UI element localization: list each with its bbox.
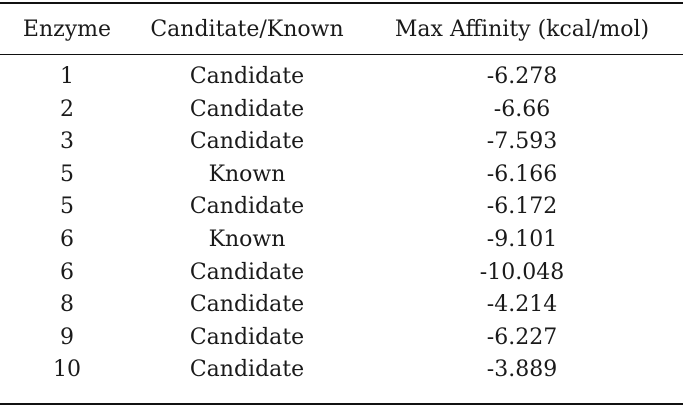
bottom-rule bbox=[0, 403, 683, 405]
enzyme-cell: 5 bbox=[60, 161, 74, 187]
affinity-cell: -6.172 bbox=[486, 194, 558, 220]
enzyme-cell: 6 bbox=[60, 227, 74, 252]
enzyme-cell: 8 bbox=[60, 292, 74, 318]
status-cell: Candidate bbox=[189, 129, 305, 155]
enzyme-cell: 5 bbox=[60, 194, 74, 220]
status-cell: Known bbox=[208, 227, 286, 252]
status-cell: Candidate bbox=[189, 259, 305, 285]
status-cell: Candidate bbox=[189, 292, 305, 318]
header-max-affinity: Max Affinity (kcal/mol) bbox=[394, 17, 650, 42]
status-cell: Known bbox=[208, 161, 286, 187]
affinity-cell: -6.66 bbox=[493, 96, 551, 122]
enzyme-cell: 2 bbox=[60, 96, 74, 122]
enzyme-cell: 6 bbox=[60, 259, 74, 285]
enzyme-cell: 10 bbox=[53, 357, 81, 383]
status-cell: Candidate bbox=[189, 357, 305, 383]
affinity-cell: -4.214 bbox=[486, 292, 558, 318]
status-cell: Candidate bbox=[189, 324, 305, 350]
affinity-cell: -6.278 bbox=[486, 64, 558, 89]
top-rule bbox=[0, 2, 683, 4]
header-rule bbox=[0, 54, 683, 55]
header-enzyme: Enzyme bbox=[22, 17, 112, 42]
status-cell: Candidate bbox=[189, 64, 305, 89]
affinity-cell: -10.048 bbox=[479, 259, 565, 285]
affinity-cell: -6.227 bbox=[486, 324, 558, 350]
affinity-cell: -7.593 bbox=[486, 129, 558, 155]
header-candidate-known: Canditate/Known bbox=[150, 17, 344, 42]
affinity-cell: -3.889 bbox=[486, 357, 558, 383]
enzyme-cell: 1 bbox=[60, 64, 74, 89]
affinity-cell: -6.166 bbox=[486, 161, 558, 187]
enzyme-cell: 9 bbox=[60, 324, 74, 350]
affinity-cell: -9.101 bbox=[486, 227, 558, 252]
status-cell: Candidate bbox=[189, 96, 305, 122]
status-cell: Candidate bbox=[189, 194, 305, 220]
enzyme-cell: 3 bbox=[60, 129, 74, 155]
